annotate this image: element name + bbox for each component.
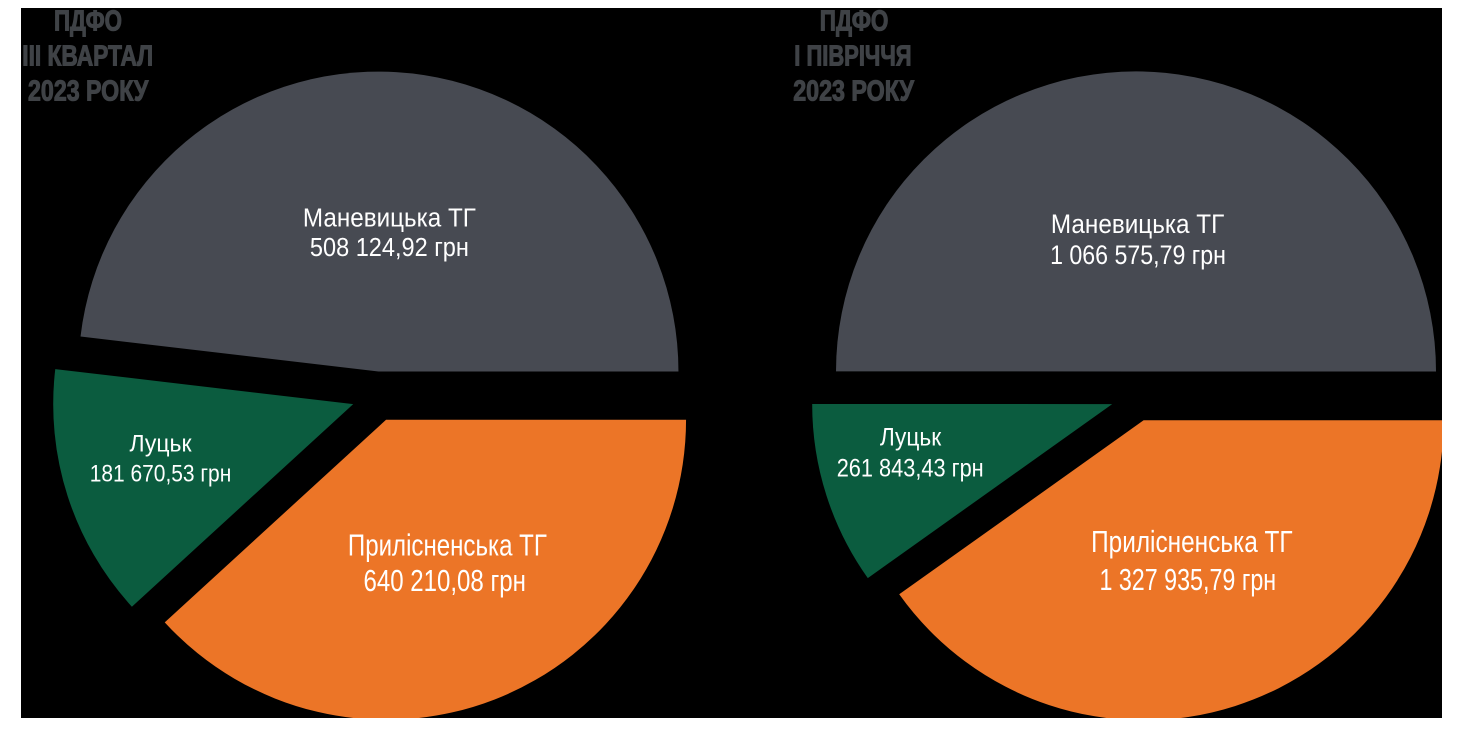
svg-text:1 327 935,79 грн: 1 327 935,79 грн [1099,563,1276,597]
svg-text:1 066 575,79 грн: 1 066 575,79 грн [1050,240,1226,270]
svg-text:Маневицька ТГ: Маневицька ТГ [303,202,476,232]
svg-text:Маневицька ТГ: Маневицька ТГ [1051,209,1224,239]
svg-text:ПДФО: ПДФО [54,5,122,37]
svg-text:ПДФО: ПДФО [820,5,889,37]
svg-text:Прилісненська ТГ: Прилісненська ТГ [1091,525,1293,559]
svg-text:261 843,43 грн: 261 843,43 грн [837,454,984,482]
svg-text:2023 РОКУ: 2023 РОКУ [28,75,149,107]
svg-text:Прилісненська ТГ: Прилісненська ТГ [348,528,547,562]
svg-text:2023 РОКУ: 2023 РОКУ [793,75,915,107]
svg-text:508 124,92 грн: 508 124,92 грн [310,232,469,262]
svg-text:ІІІ КВАРТАЛ: ІІІ КВАРТАЛ [22,41,153,73]
svg-text:181 670,53 грн: 181 670,53 грн [90,461,232,488]
svg-text:Луцьк: Луцьк [880,423,942,451]
svg-text:І ПІВРІЧЧЯ: І ПІВРІЧЧЯ [794,41,911,73]
svg-text:640 210,08 грн: 640 210,08 грн [364,564,526,598]
svg-text:Луцьк: Луцьк [130,431,192,458]
